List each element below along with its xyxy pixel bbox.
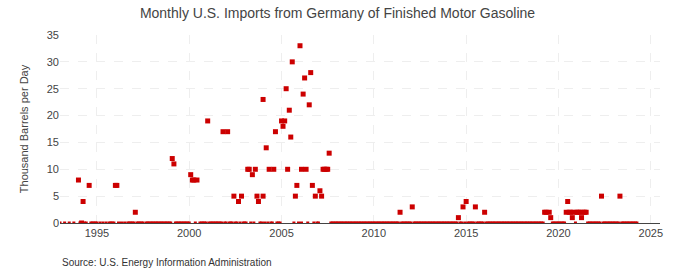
svg-text:2000: 2000 xyxy=(177,227,201,239)
svg-text:2010: 2010 xyxy=(362,227,386,239)
svg-text:2025: 2025 xyxy=(639,227,663,239)
svg-text:5: 5 xyxy=(53,190,59,202)
svg-text:2015: 2015 xyxy=(454,227,478,239)
svg-text:Source: U.S. Energy Informatio: Source: U.S. Energy Information Administ… xyxy=(62,257,272,268)
svg-text:15: 15 xyxy=(47,136,59,148)
svg-text:2020: 2020 xyxy=(546,227,570,239)
svg-text:20: 20 xyxy=(47,109,59,121)
svg-text:0: 0 xyxy=(53,217,59,229)
svg-text:25: 25 xyxy=(47,83,59,95)
svg-text:35: 35 xyxy=(47,29,59,41)
svg-text:10: 10 xyxy=(47,163,59,175)
svg-text:Monthly U.S. Imports from Germ: Monthly U.S. Imports from Germany of Fin… xyxy=(140,5,535,21)
svg-text:30: 30 xyxy=(47,56,59,68)
svg-text:Thousand Barrels per Day: Thousand Barrels per Day xyxy=(18,64,30,193)
svg-text:1995: 1995 xyxy=(85,227,109,239)
svg-text:2005: 2005 xyxy=(269,227,293,239)
